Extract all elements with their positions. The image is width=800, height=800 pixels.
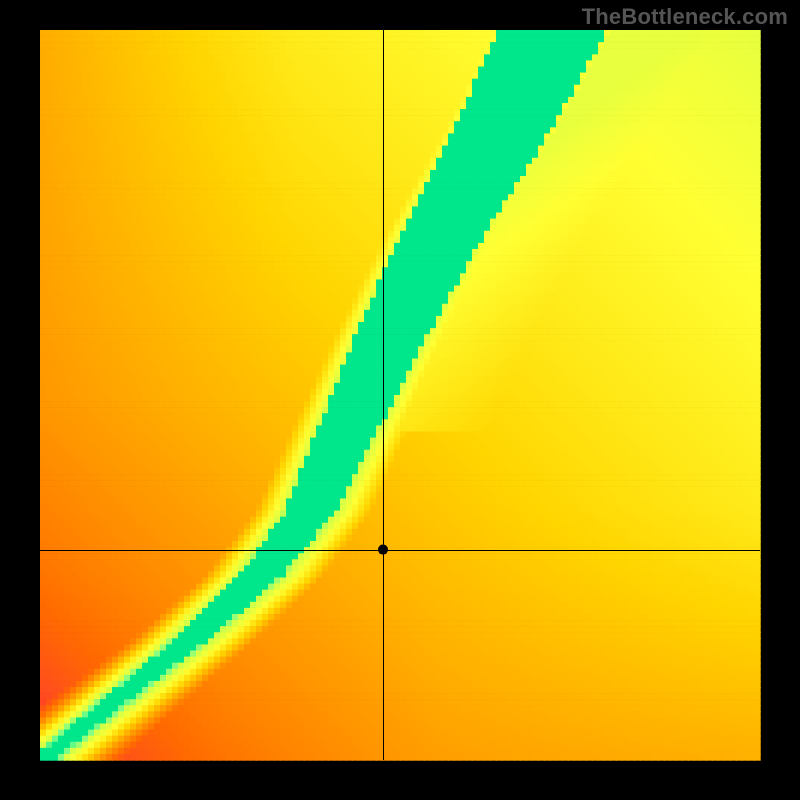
bottleneck-heatmap xyxy=(0,0,800,800)
watermark-label: TheBottleneck.com xyxy=(582,4,788,30)
